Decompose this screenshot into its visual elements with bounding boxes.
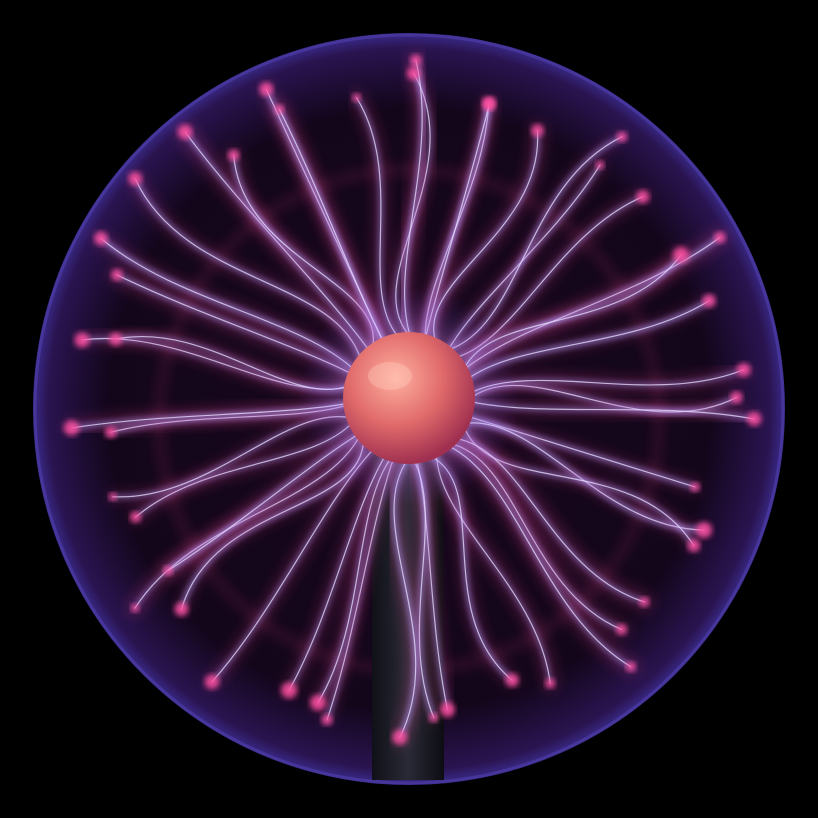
filament-tips [63,54,762,745]
filament-tip [274,104,284,114]
filament-tip [108,492,117,501]
filament-tip [392,729,408,745]
filament-tip [747,411,762,427]
filament-tip [687,539,701,552]
filament-tip [352,93,361,102]
filament-tip [730,391,743,404]
filament-tip [440,702,455,717]
filament-tip [63,420,80,436]
filament-tip [281,682,298,699]
filament-tip [673,247,689,263]
filament-tip [410,54,422,66]
filament-tip [94,231,108,246]
filament-tip [714,231,726,244]
filament-tip [163,566,173,576]
filament-tip [177,124,193,140]
filament-tip [626,661,636,672]
filament-tip [128,171,142,186]
glass-rim [33,33,785,785]
filament-tip [109,332,123,346]
filament-tip [407,66,421,80]
filament-tip [636,190,650,204]
filament-tip [595,160,605,170]
filament-tip [111,269,123,281]
filament-tip [616,131,628,142]
filament-tip [174,602,189,616]
filament-tip [639,596,650,607]
filament-tip [204,674,220,689]
filament-tip [130,603,140,613]
electrode-sphere [343,332,475,464]
filament-tip [696,522,712,538]
filament-tip [736,362,751,377]
filament-tip [429,713,439,723]
filament-tip [259,82,274,97]
filament-tip [505,673,519,687]
filament-tip [321,714,333,726]
filament-tip [483,98,496,111]
filament-tip [130,511,142,523]
filament-tip [616,624,627,635]
filament-tip [105,426,117,438]
filament-tip [228,149,240,161]
filament-tip [702,294,716,308]
filament-tip [690,482,700,492]
electrode-highlight [368,362,412,390]
filament-tip [531,124,544,137]
filament-tip [310,694,326,711]
filament-tip [545,678,556,689]
filament-tip [74,332,90,348]
